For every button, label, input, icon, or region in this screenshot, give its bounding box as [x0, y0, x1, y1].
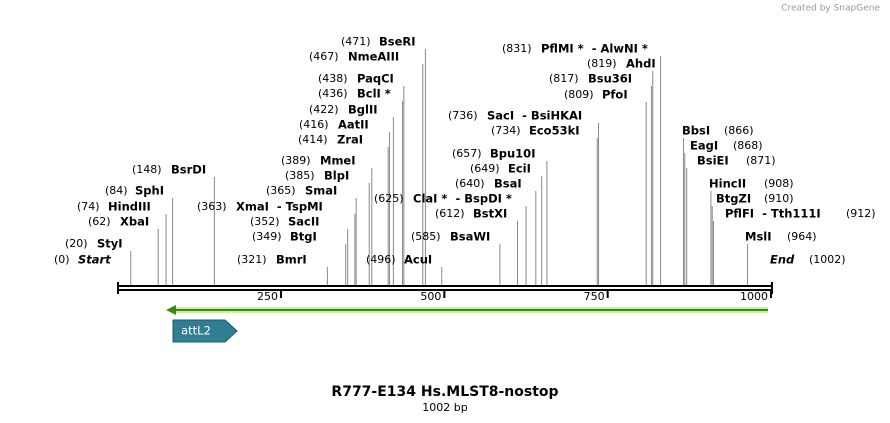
- site-position: (385): [285, 169, 315, 182]
- site-position: (438): [318, 72, 348, 85]
- site-name: BsaI: [494, 177, 522, 191]
- site-position: (416): [299, 118, 329, 131]
- site-name: End: [770, 253, 795, 267]
- site-name: AcuI: [404, 253, 432, 267]
- site-name: BsaWI: [450, 230, 490, 244]
- site-name: PflFI - Tth111I: [725, 207, 821, 221]
- site-name: BglII: [348, 103, 378, 117]
- site-name: NmeAIII: [348, 50, 399, 64]
- site-position: (657): [452, 147, 482, 160]
- site-name: StyI: [97, 237, 123, 251]
- site-name: SphI: [135, 184, 164, 198]
- site-name: BseRI: [379, 35, 416, 49]
- site-position: (868): [733, 139, 763, 152]
- tick-label: 750: [584, 290, 605, 303]
- site-position: (74): [77, 200, 100, 213]
- site-name: SmaI: [305, 184, 337, 198]
- site-position: (908): [764, 177, 794, 190]
- site-name: PaqCI: [357, 72, 394, 86]
- feature-box: [172, 319, 238, 343]
- site-name: BmrI: [276, 253, 307, 267]
- site-position: (871): [746, 154, 776, 167]
- site-position: (585): [411, 230, 441, 243]
- site-name: BtgI: [290, 230, 317, 244]
- site-name: ZraI: [337, 133, 363, 147]
- site-position: (148): [132, 163, 162, 176]
- site-name: AhdI: [626, 57, 656, 71]
- site-name: EciI: [508, 162, 531, 176]
- site-name: BclI *: [357, 87, 391, 101]
- site-position: (1002): [809, 253, 846, 266]
- site-name: SacI - BsiHKAI: [487, 109, 582, 123]
- tick-label: 500: [420, 290, 441, 303]
- site-position: (422): [309, 103, 339, 116]
- site-position: (321): [237, 253, 267, 266]
- site-name: PfoI: [602, 88, 628, 102]
- site-position: (467): [309, 50, 339, 63]
- site-position: (389): [281, 154, 311, 167]
- site-name: HindIII: [108, 200, 151, 214]
- site-position: (436): [318, 87, 348, 100]
- title: R777-E134 Hs.MLST8-nostop: [331, 384, 558, 400]
- site-position: (736): [448, 109, 478, 122]
- site-name: Bpu10I: [490, 147, 535, 161]
- tick-label: 250: [257, 290, 278, 303]
- site-position: (910): [764, 192, 794, 205]
- site-position: (365): [266, 184, 296, 197]
- site-position: (734): [491, 124, 521, 137]
- site-name: BstXI: [473, 207, 507, 221]
- site-position: (817): [549, 72, 579, 85]
- site-position: (640): [455, 177, 485, 190]
- site-name: HincII: [709, 177, 746, 191]
- site-name: XmaI - TspMI: [236, 200, 323, 214]
- site-name: XbaI: [120, 215, 149, 229]
- site-position: (964): [787, 230, 817, 243]
- credit: Created by SnapGene: [781, 4, 880, 14]
- site-position: (625): [374, 192, 404, 205]
- site-name: BsrDI: [171, 163, 206, 177]
- site-name: Bsu36I: [588, 72, 632, 86]
- site-name: EagI: [690, 139, 718, 153]
- subtitle: 1002 bp: [422, 401, 467, 414]
- site-position: (349): [252, 230, 282, 243]
- site-name: BtgZI: [716, 192, 751, 206]
- site-position: (414): [298, 133, 328, 146]
- site-position: (0): [54, 253, 70, 266]
- feature-label: attL2: [181, 324, 211, 338]
- feature-arrowhead: [166, 305, 176, 315]
- site-position: (809): [564, 88, 594, 101]
- site-position: (471): [341, 35, 371, 48]
- site-name: BsiEI: [697, 154, 729, 168]
- site-name: BlpI: [324, 169, 349, 183]
- site-name: Start: [78, 253, 111, 267]
- site-position: (62): [88, 215, 111, 228]
- site-name: MmeI: [320, 154, 356, 168]
- site-name: AatII: [338, 118, 369, 132]
- site-position: (819): [587, 57, 617, 70]
- site-name: Eco53kI: [529, 124, 580, 138]
- site-name: PflMI * - AlwNI *: [541, 42, 648, 56]
- site-position: (363): [197, 200, 227, 213]
- tick-label: 1000: [740, 290, 768, 303]
- site-position: (866): [724, 124, 754, 137]
- site-position: (912): [846, 207, 876, 220]
- site-position: (831): [502, 42, 532, 55]
- site-name: ClaI * - BspDI *: [413, 192, 512, 206]
- site-position: (612): [435, 207, 465, 220]
- site-name: SacII: [288, 215, 319, 229]
- site-name: BbsI: [682, 124, 710, 138]
- site-position: (649): [470, 162, 500, 175]
- site-name: MslI: [745, 230, 772, 244]
- site-position: (496): [366, 253, 396, 266]
- site-position: (352): [250, 215, 280, 228]
- site-position: (84): [105, 184, 128, 197]
- site-position: (20): [65, 237, 88, 250]
